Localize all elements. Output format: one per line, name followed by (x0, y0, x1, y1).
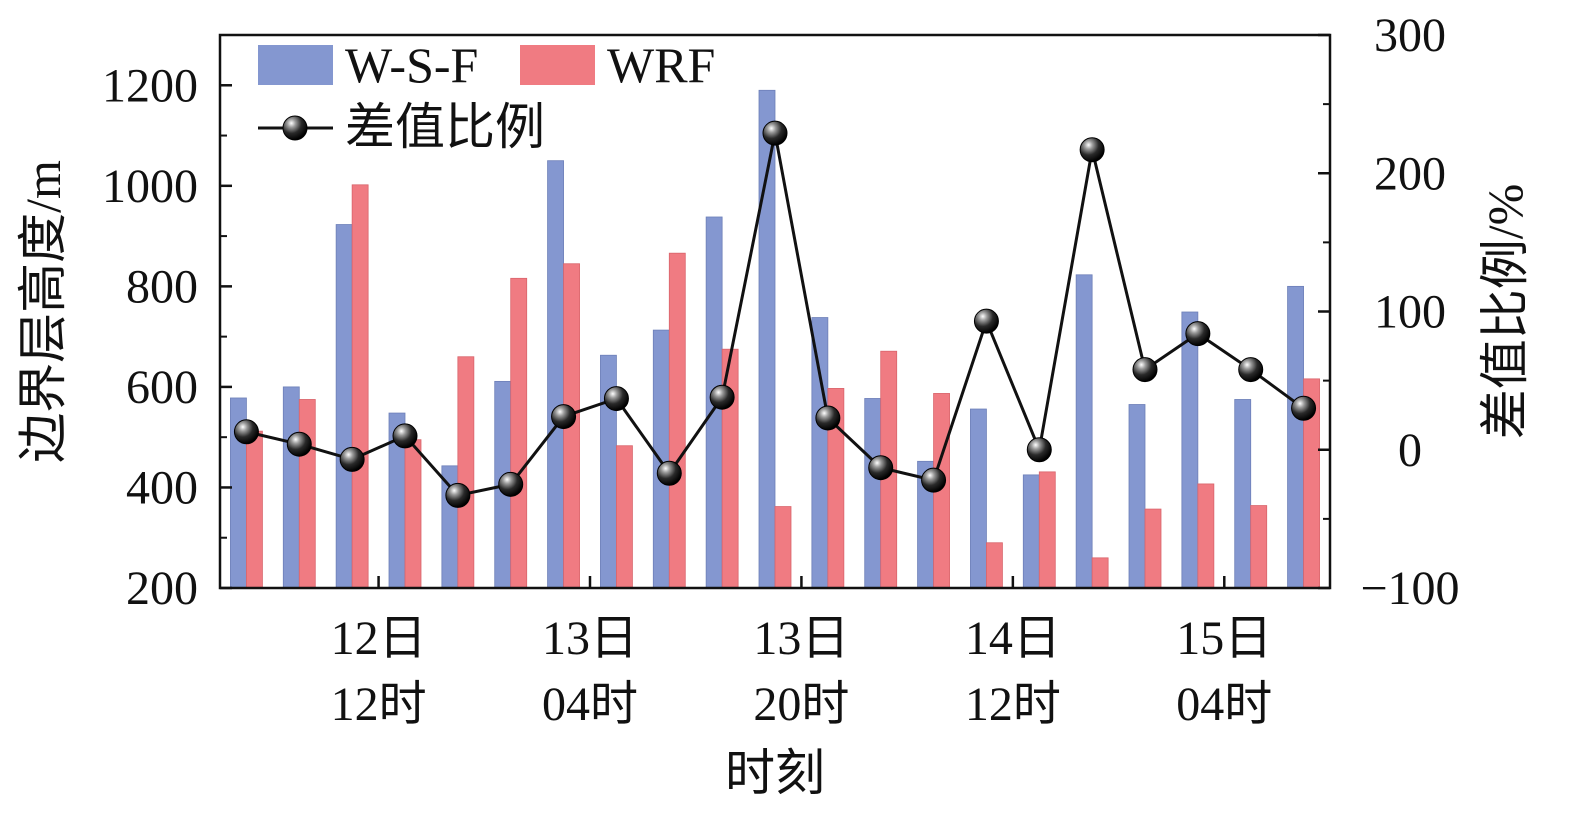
ratio-point-7 (603, 386, 629, 412)
y-tick-label-3: 800 (126, 260, 198, 313)
x-tick-label-day-4: 15日 (1176, 612, 1272, 665)
ratio-point-10 (762, 120, 788, 146)
wsf-bar-19 (1234, 399, 1252, 589)
ratio-point-0 (233, 419, 259, 445)
ratio-point-3 (392, 423, 418, 449)
y2-tick-label-2: 100 (1374, 286, 1446, 339)
wsf-bar-12 (864, 398, 882, 589)
wsf-bar-14 (970, 408, 987, 589)
legend-label-wsf: W-S-F (345, 37, 478, 93)
wrf-bar-8 (668, 252, 686, 589)
ratio-point-8 (656, 460, 682, 486)
ratio-point-14 (973, 308, 999, 334)
bars-layer (230, 89, 1320, 589)
y-tick-label-2: 600 (126, 361, 198, 414)
wrf-bar-16 (1091, 557, 1109, 589)
ratio-point-20 (1291, 395, 1317, 421)
wsf-bar-2 (335, 224, 353, 589)
y-tick-label-0: 200 (126, 562, 198, 615)
wrf-bar-7 (616, 445, 633, 589)
x-tick-label-hour-1: 04时 (542, 678, 638, 731)
wrf-bar-4 (457, 356, 475, 589)
x-tick-label-hour-3: 12时 (965, 678, 1061, 731)
wrf-bar-14 (986, 542, 1003, 589)
wsf-bar-20 (1287, 285, 1304, 589)
wsf-bar-16 (1075, 274, 1093, 589)
y2-tick-label-4: 300 (1374, 9, 1446, 62)
x-tick-label-day-1: 13日 (542, 612, 638, 665)
ratio-point-15 (1026, 437, 1052, 463)
wrf-bar-0 (246, 430, 263, 589)
x-axis-title: 时刻 (725, 745, 825, 801)
ratio-point-16 (1079, 137, 1105, 163)
y2-tick-label-0: −100 (1360, 562, 1459, 615)
wsf-bar-11 (811, 317, 829, 589)
y-tick-label-5: 1200 (102, 59, 198, 112)
y-tick-label-1: 400 (126, 461, 198, 514)
ratio-point-4 (445, 482, 471, 508)
x-tick-label-hour-2: 20时 (753, 678, 849, 731)
ratio-point-19 (1238, 357, 1264, 383)
ratio-point-13 (921, 467, 947, 493)
legend-marker-ratio (282, 115, 308, 141)
ratio-point-1 (286, 431, 312, 457)
wrf-bar-19 (1250, 505, 1268, 589)
y-axis-title: 边界层高度/m (15, 160, 71, 463)
wsf-bar-17 (1128, 404, 1146, 589)
wsf-bar-6 (547, 160, 564, 589)
ratio-point-5 (498, 471, 524, 497)
wsf-bar-10 (758, 89, 776, 589)
wsf-bar-18 (1181, 311, 1199, 589)
y2-tick-label-1: 0 (1398, 424, 1422, 477)
ratio-point-9 (709, 384, 735, 410)
axes: 200 400 600 800 1000 1200 −100 0 100 200 300 12日 12时… (15, 9, 1533, 801)
x-tick-label-day-0: 12日 (331, 612, 427, 665)
wsf-bar-1 (282, 386, 300, 589)
wrf-bar-18 (1197, 483, 1215, 589)
wsf-bar-8 (652, 329, 670, 589)
wrf-bar-10 (774, 506, 792, 589)
wrf-bar-1 (298, 399, 316, 589)
x-tick-label-day-2: 13日 (753, 612, 849, 665)
wrf-bar-17 (1144, 508, 1162, 589)
legend-label-ratio: 差值比例 (345, 99, 545, 155)
legend-swatch-wrf (520, 45, 595, 85)
ratio-line-layer (233, 120, 1317, 508)
x-tick-label-hour-4: 04时 (1176, 678, 1272, 731)
x-tick-label-day-3: 14日 (965, 612, 1061, 665)
ratio-point-11 (815, 405, 841, 431)
ratio-point-18 (1185, 321, 1211, 347)
legend: W-S-F WRF 差值比例 (258, 37, 715, 155)
wrf-bar-2 (351, 184, 369, 589)
wsf-bar-15 (1022, 474, 1040, 589)
wrf-bar-15 (1038, 471, 1056, 589)
x-tick-label-hour-0: 12时 (331, 678, 427, 731)
wrf-bar-5 (510, 277, 528, 589)
wrf-bar-3 (404, 439, 422, 589)
ratio-point-2 (339, 446, 365, 472)
y2-axis-title: 差值比例/% (1477, 184, 1533, 440)
legend-label-wrf: WRF (607, 37, 715, 93)
y2-tick-label-3: 200 (1374, 147, 1446, 200)
ratio-point-12 (868, 455, 894, 481)
ratio-point-6 (551, 404, 577, 430)
legend-swatch-wsf (258, 45, 333, 85)
y-tick-label-4: 1000 (102, 160, 198, 213)
ratio-point-17 (1132, 357, 1158, 383)
